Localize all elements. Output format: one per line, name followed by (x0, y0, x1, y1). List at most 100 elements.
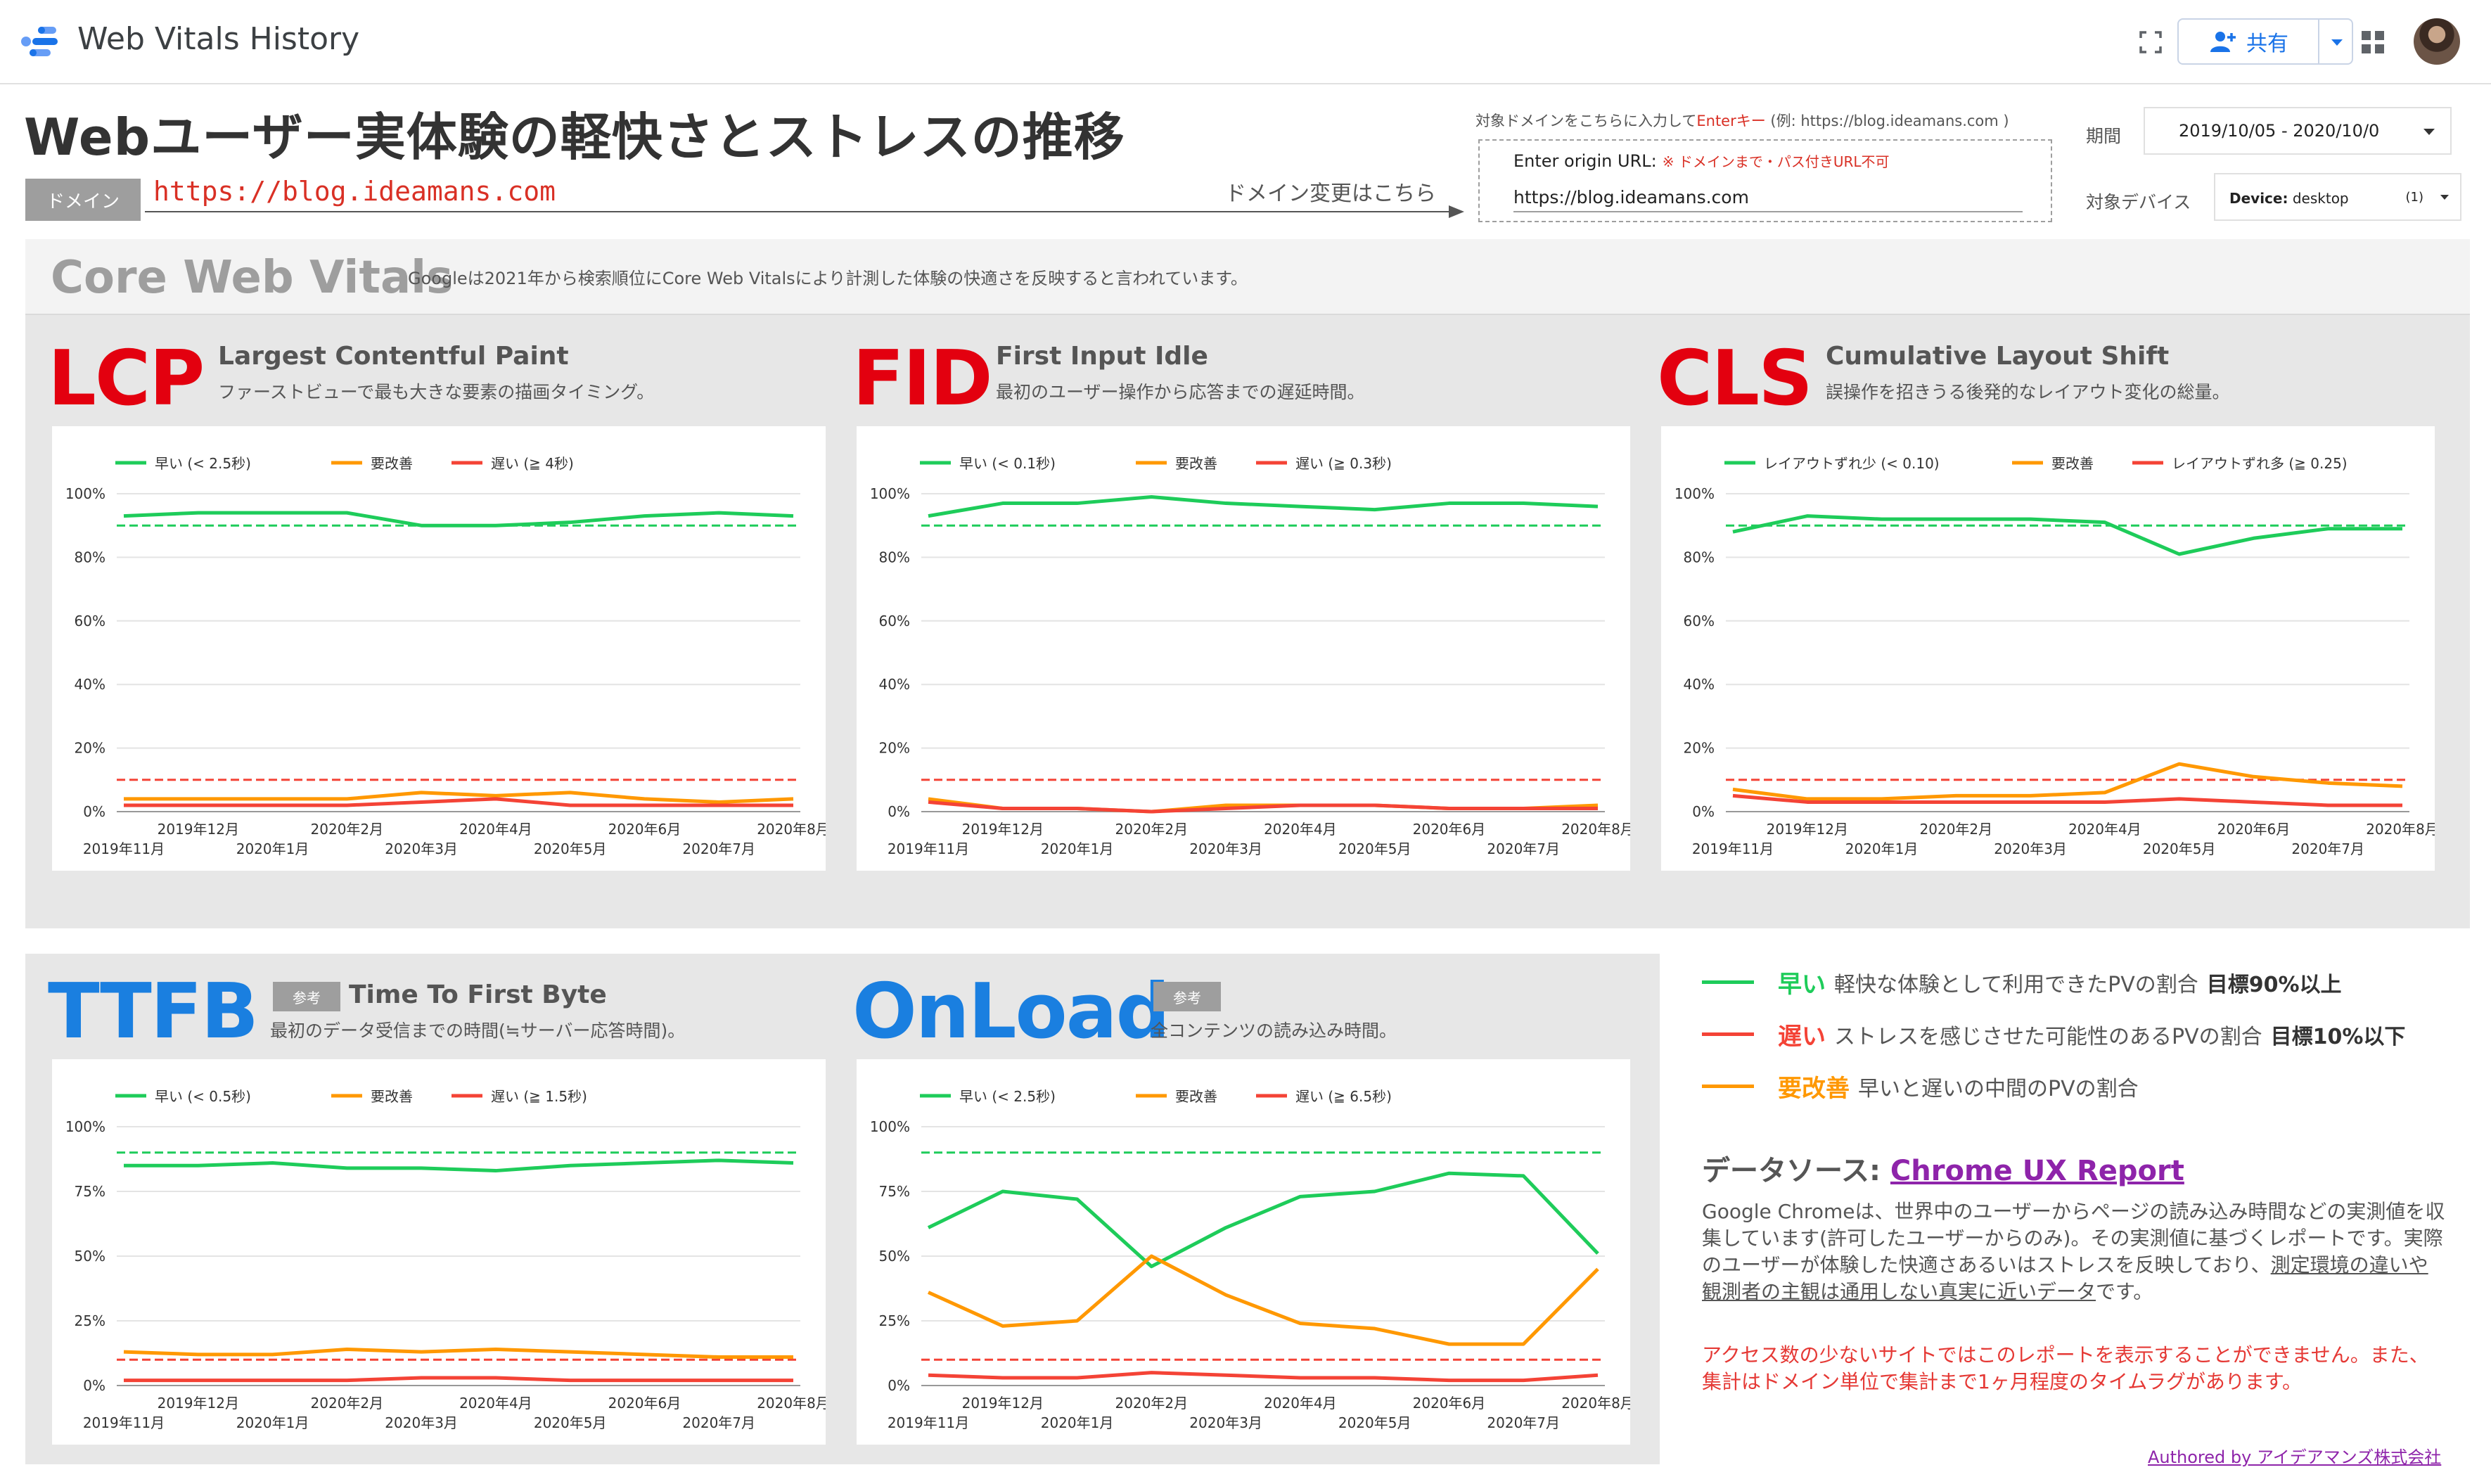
datasource-description: Google Chromeは、世界中のユーザーからページの読み込み時間などの実測… (1702, 1198, 2446, 1305)
chart-cls-x-tick-7: 2020年6月 (2217, 821, 2291, 838)
fid-desc: 最初のユーザー操作から応答までの遅延時間。 (996, 382, 1365, 402)
cls-chart: レイアウトずれ少 (< 0.10) 要改善 レイアウトずれ多 (≧ 0.25) 0% 2… (1674, 455, 2435, 857)
chart-cls-y-tick-3: 60% (1684, 613, 1715, 629)
chart-lcp-y-tick-1: 20% (75, 740, 105, 757)
chart-cls-x-tick-1: 2019年12月 (1767, 821, 1848, 838)
lcp-abbr: LCP (48, 335, 205, 423)
hint-suffix: (例: https://blog.ideamans.com ) (1765, 113, 2009, 129)
chart-fid-x-tick-7: 2020年6月 (1413, 821, 1486, 838)
page-title: Webユーザー実体験の軽快さとストレスの推移 (24, 108, 1125, 167)
chart-lcp-x-tick-7: 2020年6月 (608, 821, 681, 838)
fullscreen-icon[interactable] (2135, 27, 2166, 58)
chart-onload-x-tick-2: 2020年1月 (1041, 1414, 1114, 1431)
poor-text: ストレスを感じさせた可能性のあるPVの割合 (1834, 1024, 2262, 1049)
chart-ttfb-series-line-0 (124, 1158, 794, 1173)
chart-onload-series-line-1 (927, 1254, 1599, 1346)
caret-down-icon (2440, 195, 2449, 200)
domain-input-hint: 対象ドメインをこちらに入力してEnterキー (例: https://blog.… (1475, 110, 2009, 131)
cls-name: Cumulative Layout Shift (1826, 342, 2170, 371)
avatar[interactable] (2414, 18, 2460, 65)
domain-value: https://blog.ideamans.com (153, 176, 556, 207)
chart-ttfb-x-tick-0: 2019年11月 (83, 1414, 165, 1431)
chart-lcp-legend-label-1: 要改善 (371, 455, 413, 472)
chart-onload-legend-label-1: 要改善 (1175, 1088, 1217, 1105)
chart-ttfb-x-tick-5: 2020年4月 (459, 1395, 532, 1412)
device-value: Device: desktop (2229, 190, 2349, 207)
period-select[interactable]: 2019/10/05 - 2020/10/0 (2144, 107, 2452, 155)
chart-ttfb-legend-label-1: 要改善 (371, 1088, 413, 1105)
onload-abbr: OnLoad (852, 968, 1170, 1056)
origin-url-input[interactable]: https://blog.ideamans.com (1513, 184, 2023, 212)
chart-lcp-y-tick-5: 100% (65, 485, 105, 502)
chart-cls-x-tick-3: 2020年2月 (1920, 821, 1993, 838)
cwv-subtitle: Googleは2021年から検索順位にCore Web Vitalsにより計測し… (408, 269, 1248, 288)
cls-abbr: CLS (1657, 335, 1813, 423)
chart-cls-legend-label-2: レイアウトずれ多 (≧ 0.25) (2172, 455, 2348, 472)
authored-by-link[interactable]: Authored by アイデアマンズ株式会社 (2148, 1447, 2442, 1467)
apps-grid-icon[interactable] (2357, 27, 2388, 58)
chart-fid-y-tick-2: 40% (879, 676, 910, 693)
ttfb-chart: 早い (< 0.5秒) 要改善 遅い (≧ 1.5秒) 0% 25% 50% 75% 100%… (65, 1088, 826, 1431)
ttfb-desc: 最初のデータ受信までの時間(≒サーバー応答時間)。 (270, 1021, 686, 1041)
chart-lcp-y-tick-0: 0% (83, 803, 105, 820)
hint-key: Enterキー (1696, 113, 1766, 129)
cwv-header: Core Web Vitals Googleは2021年から検索順位にCore … (25, 239, 2470, 315)
chart-fid-series-line-2 (928, 800, 1598, 814)
share-dropdown-button[interactable] (2318, 18, 2353, 65)
chart-onload-x-tick-0: 2019年11月 (888, 1414, 969, 1431)
chart-cls-series-line-1 (1732, 762, 2403, 801)
caret-down-icon (2423, 129, 2435, 135)
chart-lcp-x-tick-4: 2020年3月 (385, 840, 458, 857)
chart-onload-x-tick-4: 2020年3月 (1189, 1414, 1262, 1431)
origin-input-box: Enter origin URL: ※ ドメインまで・パス付きURL不可 http… (1478, 139, 2052, 222)
chart-ttfb-y-tick-0: 0% (83, 1377, 105, 1394)
share-button[interactable]: 共有 (2177, 18, 2319, 65)
device-name: Device: (2229, 190, 2288, 207)
ni-swatch (1702, 1085, 1754, 1088)
chart-cls-y-tick-5: 100% (1674, 485, 1715, 502)
chart-ttfb-legend-label-2: 遅い (≧ 1.5秒) (491, 1088, 587, 1105)
chart-fid-x-tick-6: 2020年5月 (1338, 840, 1411, 857)
chart-ttfb-y-tick-2: 50% (75, 1248, 105, 1265)
good-keyword: 早い (1778, 971, 1826, 999)
ttfb-abbr: TTFB (48, 968, 259, 1056)
datasource-body-1: Google Chromeは、世界中のユーザーからページの読み込み時間などの実測… (1702, 1200, 2445, 1277)
chart-onload-x-tick-6: 2020年5月 (1338, 1414, 1411, 1431)
good-goal: 目標90%以上 (2206, 972, 2342, 997)
lcp-chart-card: 早い (< 2.5秒) 要改善 遅い (≧ 4秒) 0% 20% 40% 60% 80% 100… (52, 426, 826, 871)
fid-chart: 早い (< 0.1秒) 要改善 遅い (≧ 0.3秒) 0% 20% 40% 60% 80% 1… (870, 455, 1630, 857)
chart-cls-y-tick-2: 40% (1684, 676, 1715, 693)
onload-chart-card: 早い (< 2.5秒) 要改善 遅い (≧ 6.5秒) 0% 25% 50% 75% 100%… (857, 1059, 1630, 1445)
chart-cls-x-tick-0: 2019年11月 (1692, 840, 1774, 857)
datasource-body-underline: 測定環境の違いや観測者の主観は通用しない真実に近いデータ (1702, 1253, 2428, 1303)
chart-fid-y-tick-1: 20% (879, 740, 910, 757)
datasource-body-2: です。 (2096, 1280, 2153, 1303)
chart-ttfb-x-tick-3: 2020年2月 (311, 1395, 384, 1412)
chart-ttfb-y-tick-1: 25% (75, 1312, 105, 1329)
chrome-ux-report-link[interactable]: Chrome UX Report (1890, 1155, 2184, 1187)
chart-lcp-x-tick-5: 2020年4月 (459, 821, 532, 838)
reference-metrics-section: TTFB 参考 Time To First Byte 最初のデータ受信までの時間… (25, 954, 1660, 1464)
chart-lcp-series-line-1 (124, 791, 794, 804)
availability-warning: アクセス数の少ないサイトではこのレポートを表示することができません。また、集計は… (1702, 1343, 2429, 1393)
chart-onload-y-tick-0: 0% (888, 1377, 910, 1394)
chart-fid-y-tick-4: 80% (879, 549, 910, 565)
chart-onload-x-tick-1: 2019年12月 (962, 1395, 1044, 1412)
chart-ttfb-x-tick-7: 2020年6月 (608, 1395, 681, 1412)
lcp-name: Largest Contentful Paint (218, 342, 569, 371)
chart-lcp-series-line-0 (123, 511, 794, 527)
chart-ttfb-y-tick-4: 100% (65, 1118, 105, 1135)
chart-onload-x-tick-8: 2020年7月 (1487, 1414, 1560, 1431)
chart-fid-x-tick-4: 2020年3月 (1189, 840, 1262, 857)
lcp-desc: ファーストビューで最も大きな要素の描画タイミング。 (218, 382, 655, 402)
device-select[interactable]: Device: desktop (1) (2214, 173, 2461, 221)
domain-label: ドメイン (25, 179, 141, 221)
domain-change-label: ドメイン変更はこちら (1225, 181, 1436, 206)
chart-fid-x-tick-1: 2019年12月 (962, 821, 1044, 838)
chart-cls-x-tick-2: 2020年1月 (1845, 840, 1919, 857)
device-label: 対象デバイス (2086, 192, 2191, 212)
arrow-right-icon (1449, 205, 1464, 218)
chart-ttfb-x-tick-1: 2019年12月 (158, 1395, 239, 1412)
origin-label: Enter origin URL: ※ ドメインまで・パス付きURL不可 (1513, 151, 1890, 171)
chart-cls-y-tick-4: 80% (1684, 549, 1715, 565)
